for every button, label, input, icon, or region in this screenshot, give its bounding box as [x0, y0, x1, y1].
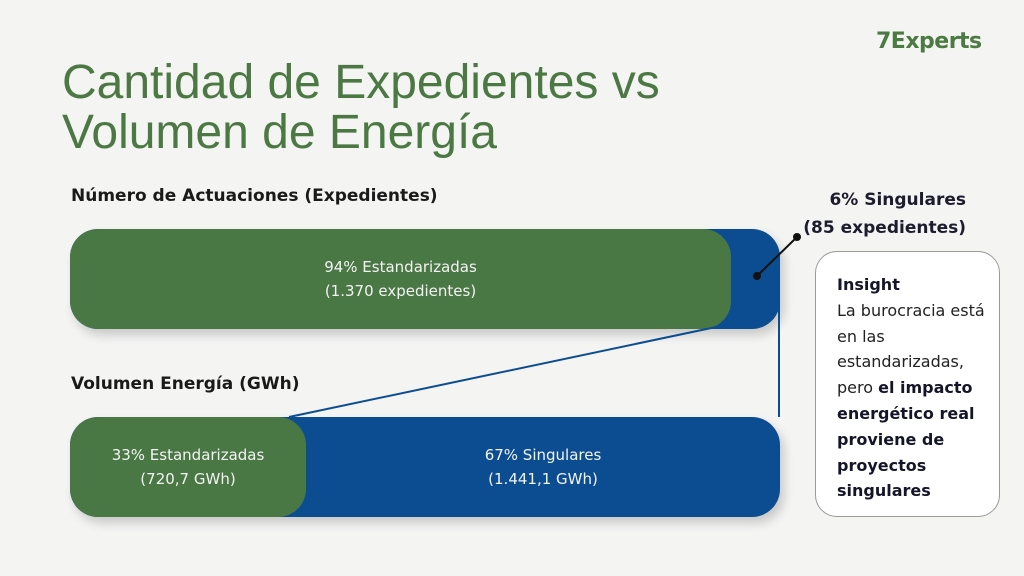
segment-label-value: (1.441,1 GWh) — [488, 470, 598, 488]
callout-line-2: (85 expedientes) — [803, 218, 966, 238]
page-title: Cantidad de Expedientes vs Volumen de En… — [62, 58, 660, 158]
energia-section-label: Volumen Energía (GWh) — [71, 374, 300, 394]
title-line-1: Cantidad de Expedientes vs — [62, 56, 660, 109]
title-line-2: Volumen de Energía — [62, 106, 497, 159]
callout-pointer-dot-end — [793, 233, 801, 241]
segment-label-percent: 67% Singulares — [484, 446, 602, 464]
segment-label-value: (720,7 GWh) — [140, 470, 236, 488]
segment-label-count: (1.370 expedientes) — [324, 282, 477, 300]
insight-text-bold: el impacto energético real proviene de p… — [837, 378, 975, 501]
insight-text-plain: La burocracia está en las estandarizadas… — [837, 300, 985, 398]
insight-card: Insight La burocracia está en las estand… — [815, 251, 1000, 517]
standardized-connector-line — [288, 326, 717, 418]
callout-line-1: 6% Singulares — [829, 190, 966, 210]
insight-heading: Insight — [837, 275, 900, 294]
segment-label-percent: 94% Estandarizadas — [324, 258, 477, 276]
expedientes-bar: 94% Estandarizadas (1.370 expedientes) — [70, 229, 780, 329]
energia-standardized-segment: 33% Estandarizadas (720,7 GWh) — [70, 417, 306, 517]
brand-logo: 7Experts — [876, 29, 982, 54]
expedientes-standardized-segment: 94% Estandarizadas (1.370 expedientes) — [70, 229, 731, 329]
insight-body: La burocracia está en las estandarizadas… — [837, 298, 987, 504]
energia-bar: 33% Estandarizadas (720,7 GWh) 67% Singu… — [70, 417, 780, 517]
expedientes-section-label: Número de Actuaciones (Expedientes) — [71, 186, 438, 206]
energia-singular-segment: 67% Singulares (1.441,1 GWh) — [306, 417, 780, 517]
segment-label-percent: 33% Estandarizadas — [111, 446, 265, 464]
expedientes-singular-callout: 6% Singulares (85 expedientes) — [803, 186, 966, 242]
